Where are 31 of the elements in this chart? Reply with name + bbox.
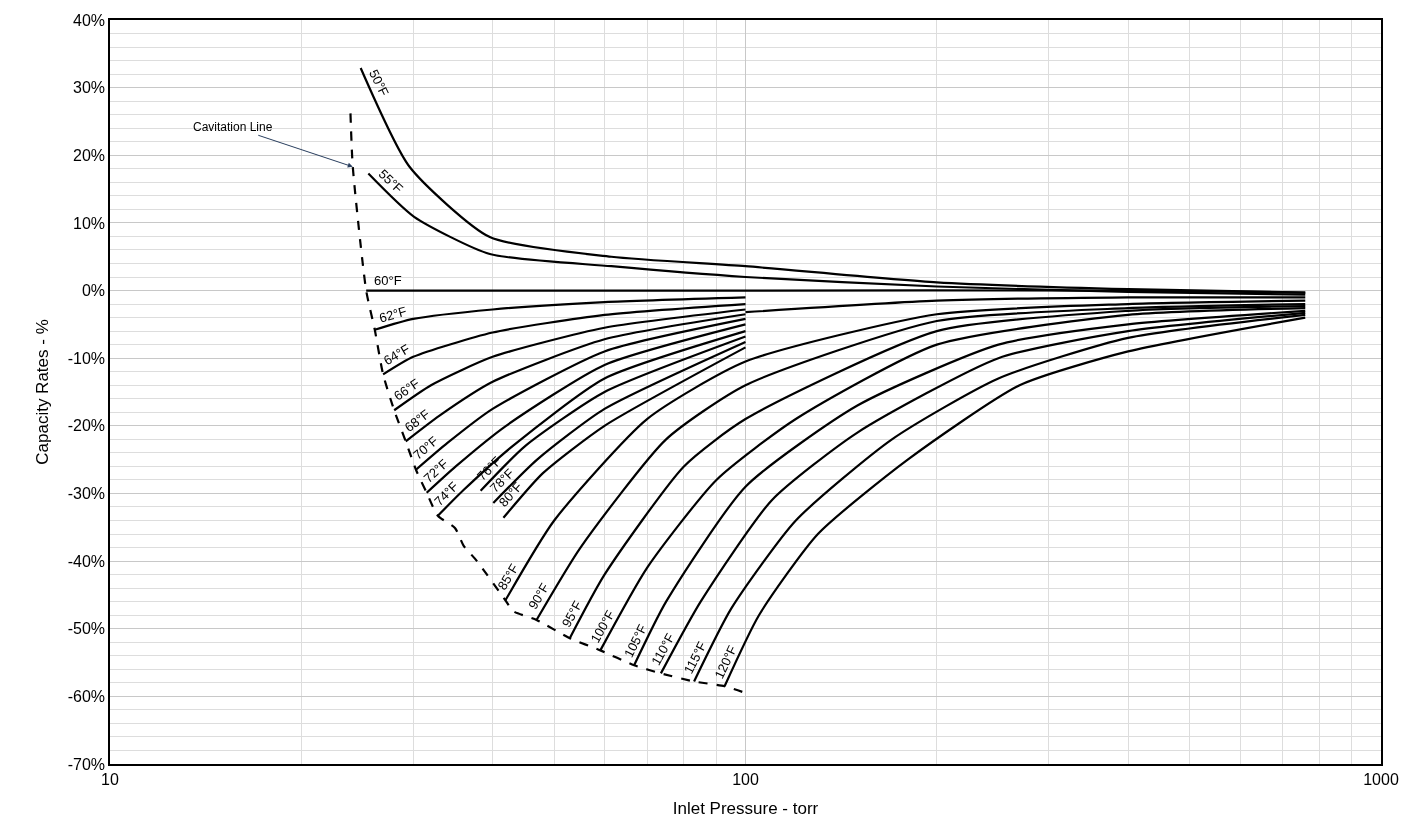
text: 115°F (680, 639, 710, 677)
text: 105°F (621, 622, 651, 660)
text: 62°F (377, 303, 409, 326)
text: 95°F (558, 598, 586, 630)
y-tick-label: 0% (81, 282, 106, 300)
text: 110°F (648, 630, 678, 668)
x-tick-label: 1000 (1363, 770, 1399, 788)
x-tick-label: 10 (101, 770, 119, 788)
text: 66°F (391, 375, 423, 404)
text: Cavitation Line (193, 120, 273, 134)
y-tick-label: 40% (73, 11, 106, 29)
text: 64°F (381, 341, 413, 369)
y-axis-title: Capacity Rates - % (32, 319, 52, 465)
y-tick-label: 20% (73, 146, 106, 164)
y-tick-label: 30% (73, 79, 106, 97)
y-tick-label: -40% (67, 552, 106, 570)
y-tick-label: -10% (67, 349, 106, 367)
y-tick-label: 10% (73, 214, 106, 232)
y-tick-label: -30% (67, 485, 106, 503)
text: 120°F (711, 643, 741, 681)
y-tick-label: -50% (67, 620, 106, 638)
text: 50°F (366, 67, 392, 99)
y-tick-label: -70% (67, 755, 106, 773)
y-tick-label: -20% (67, 417, 106, 435)
x-tick-label: 100 (732, 770, 759, 788)
text: 100°F (587, 607, 618, 646)
x-axis-title: Inlet Pressure - torr (672, 798, 819, 818)
text: 55°F (375, 166, 407, 197)
series-label: 60°F (374, 273, 402, 288)
y-tick-label: -60% (67, 687, 106, 705)
text: 68°F (401, 406, 433, 435)
